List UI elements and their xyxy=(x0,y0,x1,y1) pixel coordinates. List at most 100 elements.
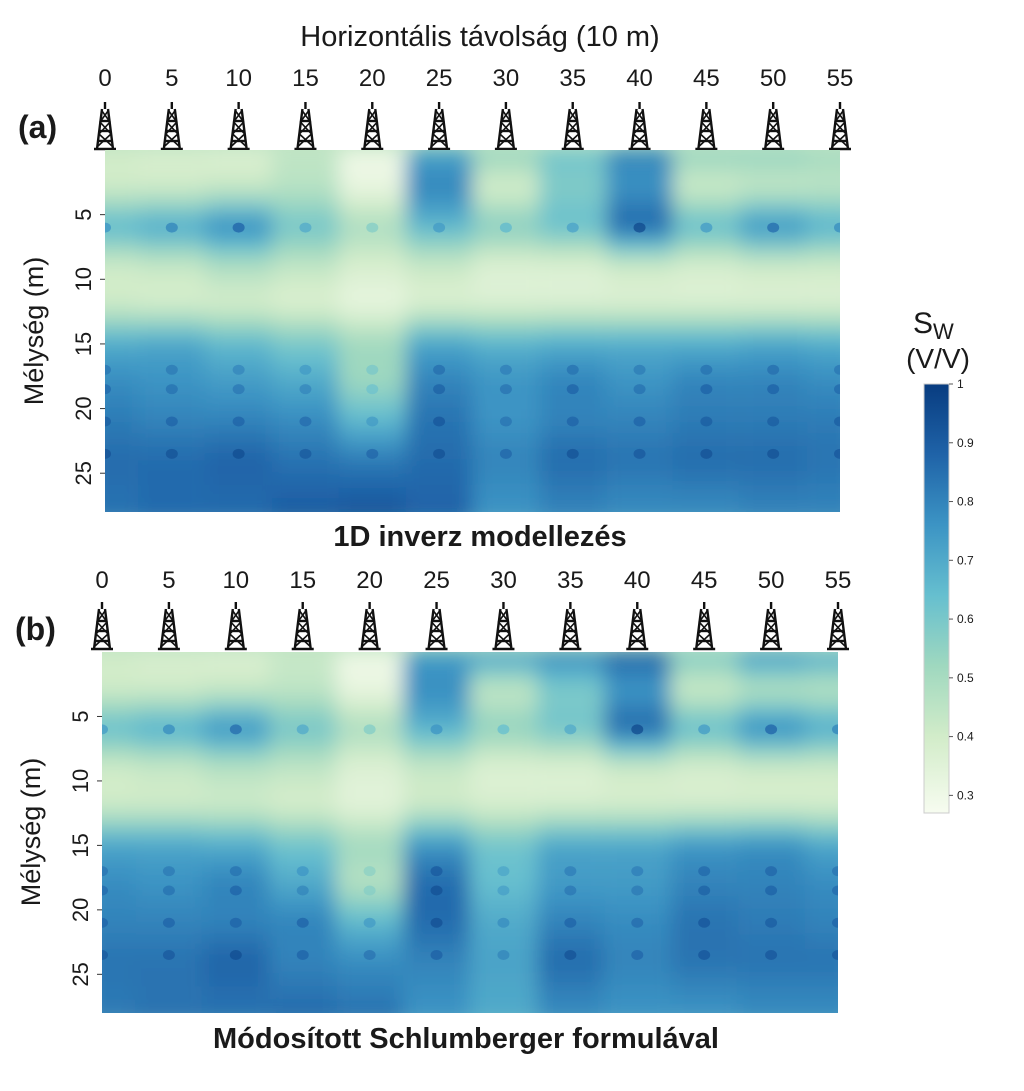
heatmap-cell xyxy=(202,728,270,744)
heatmap-cell xyxy=(606,485,673,501)
well-spot xyxy=(363,724,376,735)
well-spot xyxy=(232,384,245,395)
heatmap-cell xyxy=(202,715,270,731)
heatmap-cell xyxy=(102,960,136,976)
y-tick-label: 25 xyxy=(68,962,93,986)
heatmap-cell xyxy=(470,1012,537,1013)
well-spot xyxy=(765,866,778,877)
heatmap-cell xyxy=(272,317,339,332)
heatmap-cell xyxy=(737,999,805,1013)
heatmap-cell xyxy=(539,278,607,294)
heatmap-cell xyxy=(539,498,607,512)
heatmap-cell xyxy=(739,213,807,229)
heatmap-cell xyxy=(205,407,273,423)
heatmap-cell xyxy=(737,792,805,808)
heatmap-cell xyxy=(205,472,273,488)
heatmap-cell xyxy=(739,368,807,384)
heatmap-cell xyxy=(739,459,807,475)
heatmap-cell xyxy=(606,368,673,384)
heatmap-cell xyxy=(135,818,203,834)
heatmap-cell xyxy=(539,150,607,164)
heatmap-cell xyxy=(603,779,671,795)
heatmap-cell xyxy=(606,407,673,423)
heatmap-cell xyxy=(606,239,673,255)
heatmap-cell xyxy=(205,304,273,320)
panel-b-title: Módosított Schlumberger formulával xyxy=(213,1023,719,1055)
heatmap-cell xyxy=(472,187,540,203)
heatmap-cell xyxy=(603,921,671,937)
heatmap-cell xyxy=(205,355,273,371)
heatmap-cell xyxy=(272,213,339,229)
heatmap-cell xyxy=(606,304,673,320)
heatmap-cell xyxy=(403,986,470,1002)
heatmap-cell xyxy=(102,857,136,873)
heatmap-cell xyxy=(272,330,339,345)
heatmap-cell xyxy=(472,407,540,423)
heatmap-cell xyxy=(804,767,838,782)
heatmap-cell xyxy=(205,291,273,307)
heatmap-cell xyxy=(737,689,805,705)
heatmap-cell xyxy=(405,317,473,332)
heatmap-cell xyxy=(737,921,805,937)
heatmap-cell xyxy=(472,252,540,268)
heatmap-cell xyxy=(806,330,840,345)
heatmap-cell xyxy=(272,278,339,294)
heatmap-cell xyxy=(202,779,270,795)
heatmap-cell xyxy=(338,304,406,320)
heatmap-cell xyxy=(205,174,273,190)
heatmap-cell xyxy=(205,498,273,512)
heatmap-cell xyxy=(338,265,406,281)
well-spot xyxy=(105,448,111,459)
heatmap-cell xyxy=(539,226,607,242)
heatmap-cell xyxy=(672,330,740,345)
heatmap-cell xyxy=(105,174,139,190)
heatmap-cell xyxy=(806,433,840,449)
heatmap-cell xyxy=(135,999,203,1013)
well-spot xyxy=(296,885,309,896)
heatmap-cell xyxy=(338,498,406,512)
well-spot xyxy=(564,885,577,896)
well-spot xyxy=(105,222,111,233)
heatmap-cell xyxy=(804,792,838,808)
heatmap-cell xyxy=(202,960,270,976)
heatmap-cell xyxy=(336,805,404,821)
heatmap-cell xyxy=(102,883,136,898)
heatmap-cell xyxy=(135,689,203,705)
heatmap-cell xyxy=(135,908,203,924)
heatmap-cell xyxy=(603,702,671,718)
heatmap-cell xyxy=(606,278,673,294)
heatmap-cell xyxy=(470,818,537,834)
well-spot xyxy=(232,416,245,427)
heatmap-cell xyxy=(405,200,473,216)
well-spot xyxy=(366,384,379,395)
heatmap-cell xyxy=(737,857,805,873)
heatmap-cell xyxy=(105,278,139,294)
x-axis-title: Horizontális távolság (10 m) xyxy=(300,21,659,53)
well-spot xyxy=(564,917,577,928)
heatmap-cell xyxy=(470,767,537,782)
colorbar-tick-label: 0.4 xyxy=(957,730,974,744)
heatmap-cell xyxy=(470,960,537,976)
heatmap-cell xyxy=(606,498,673,512)
heatmap-cell xyxy=(672,498,740,512)
well-spot xyxy=(102,949,108,960)
heatmap-cell xyxy=(804,663,838,679)
heatmap-cell xyxy=(338,213,406,229)
heatmap-cell xyxy=(536,728,604,744)
heatmap-cell xyxy=(470,779,537,795)
well-derrick-icon xyxy=(361,102,384,151)
heatmap-cell xyxy=(804,728,838,744)
heatmap-cell xyxy=(670,895,738,911)
heatmap-cell xyxy=(138,459,206,475)
heatmap-cell xyxy=(804,715,838,731)
heatmap-cell xyxy=(269,908,337,924)
heatmap-cell xyxy=(138,511,206,512)
heatmap-cell xyxy=(470,652,537,666)
x-tick-label: 40 xyxy=(624,567,651,594)
heatmap-cell xyxy=(138,226,206,242)
heatmap-cell xyxy=(105,381,139,397)
heatmap-cell xyxy=(470,870,537,886)
heatmap-cell xyxy=(138,330,206,345)
heatmap-cell xyxy=(737,676,805,692)
well-spot xyxy=(834,416,840,427)
